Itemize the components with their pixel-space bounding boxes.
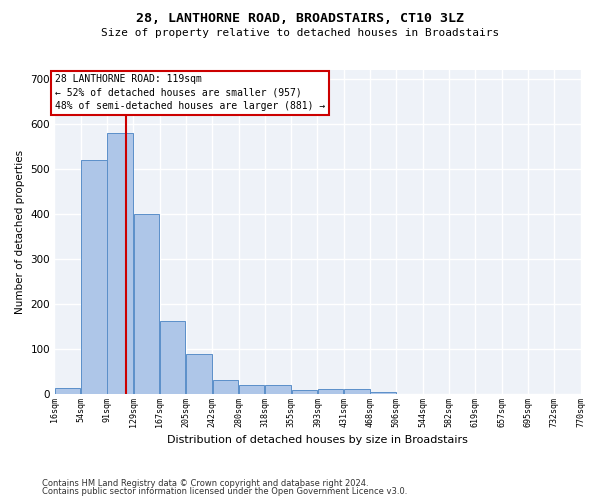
- Text: Contains HM Land Registry data © Crown copyright and database right 2024.: Contains HM Land Registry data © Crown c…: [42, 478, 368, 488]
- Bar: [265, 385, 291, 394]
- Text: 28 LANTHORNE ROAD: 119sqm
← 52% of detached houses are smaller (957)
48% of semi: 28 LANTHORNE ROAD: 119sqm ← 52% of detac…: [55, 74, 325, 111]
- Bar: [239, 385, 265, 394]
- Text: Size of property relative to detached houses in Broadstairs: Size of property relative to detached ho…: [101, 28, 499, 38]
- Bar: [81, 160, 107, 394]
- Text: Contains public sector information licensed under the Open Government Licence v3: Contains public sector information licen…: [42, 487, 407, 496]
- Bar: [212, 380, 238, 394]
- X-axis label: Distribution of detached houses by size in Broadstairs: Distribution of detached houses by size …: [167, 435, 468, 445]
- Y-axis label: Number of detached properties: Number of detached properties: [15, 150, 25, 314]
- Bar: [186, 354, 212, 394]
- Bar: [160, 321, 185, 394]
- Bar: [107, 133, 133, 394]
- Bar: [134, 214, 159, 394]
- Bar: [370, 392, 396, 394]
- Bar: [292, 390, 317, 394]
- Bar: [318, 390, 343, 394]
- Text: 28, LANTHORNE ROAD, BROADSTAIRS, CT10 3LZ: 28, LANTHORNE ROAD, BROADSTAIRS, CT10 3L…: [136, 12, 464, 26]
- Bar: [344, 390, 370, 394]
- Bar: [55, 388, 80, 394]
